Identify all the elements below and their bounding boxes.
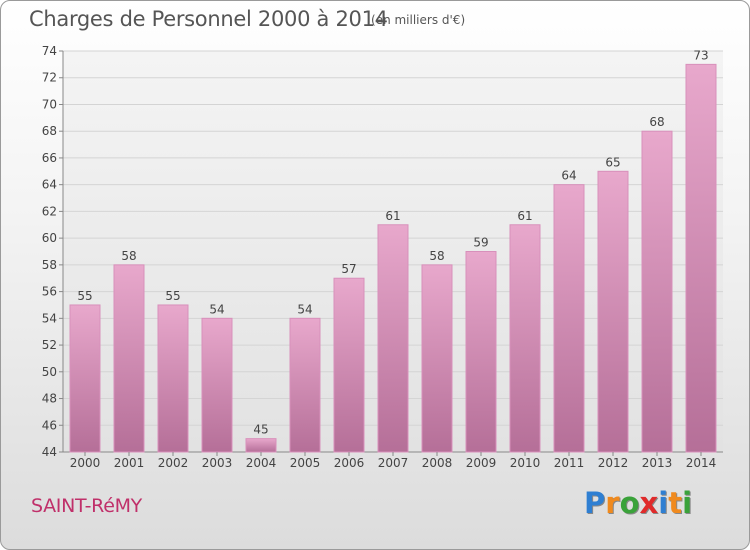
logo-letter: r — [605, 486, 620, 520]
bar — [465, 251, 497, 453]
bar — [245, 438, 277, 453]
logo-letter: i — [682, 486, 693, 520]
x-tick-label: 2002 — [158, 456, 189, 470]
x-tick-label: 2000 — [70, 456, 101, 470]
logo-letter: x — [639, 486, 659, 520]
y-tick-label: 50 — [42, 365, 57, 379]
logo-letter: i — [658, 486, 669, 520]
data-label: 45 — [253, 423, 268, 437]
bar — [289, 317, 321, 453]
data-label: 57 — [341, 262, 356, 276]
bar — [333, 277, 365, 453]
x-tick-label: 2014 — [686, 456, 717, 470]
bar — [553, 184, 585, 453]
y-tick-label: 70 — [42, 97, 57, 111]
place-name: SAINT-RéMY — [31, 495, 142, 517]
x-tick-label: 2006 — [334, 456, 365, 470]
bar — [641, 130, 673, 453]
x-tick-label: 2001 — [114, 456, 145, 470]
y-tick-label: 68 — [42, 124, 57, 138]
bar — [157, 304, 189, 453]
y-tick-label: 74 — [42, 44, 57, 58]
bar — [113, 264, 145, 453]
chart-subtitle: (en milliers d'€) — [371, 13, 466, 27]
bar — [69, 304, 101, 453]
chart-title: Charges de Personnel 2000 à 2014 — [29, 7, 388, 31]
logo-letter: P — [584, 486, 606, 520]
logo-letter: o — [619, 486, 640, 520]
x-tick-label: 2009 — [466, 456, 497, 470]
x-tick-label: 2012 — [598, 456, 629, 470]
x-tick-label: 2008 — [422, 456, 453, 470]
y-tick-label: 56 — [42, 285, 57, 299]
data-label: 58 — [121, 249, 136, 263]
data-label: 54 — [297, 302, 312, 316]
data-label: 58 — [429, 249, 444, 263]
y-tick-label: 72 — [42, 71, 57, 85]
bar — [685, 63, 717, 453]
data-label: 55 — [165, 289, 180, 303]
x-tick-label: 2005 — [290, 456, 321, 470]
data-label: 55 — [77, 289, 92, 303]
y-tick-label: 46 — [42, 418, 57, 432]
logo-letter: t — [668, 486, 683, 520]
y-tick-label: 66 — [42, 151, 57, 165]
proxiti-logo: Proxiti — [584, 486, 692, 520]
y-tick-label: 52 — [42, 338, 57, 352]
data-label: 64 — [561, 169, 576, 183]
bar — [201, 317, 233, 453]
y-tick-label: 54 — [42, 311, 57, 325]
x-tick-label: 2003 — [202, 456, 233, 470]
x-tick-label: 2013 — [642, 456, 673, 470]
y-tick-label: 62 — [42, 204, 57, 218]
bar — [421, 264, 453, 453]
data-label: 68 — [649, 115, 664, 129]
data-label: 61 — [517, 209, 532, 223]
x-tick-label: 2004 — [246, 456, 277, 470]
x-tick-label: 2010 — [510, 456, 541, 470]
bar — [597, 170, 629, 453]
data-label: 65 — [605, 155, 620, 169]
data-label: 54 — [209, 302, 224, 316]
y-tick-label: 58 — [42, 258, 57, 272]
x-tick-label: 2011 — [554, 456, 585, 470]
y-tick-label: 44 — [42, 445, 57, 459]
data-label: 59 — [473, 236, 488, 250]
data-label: 61 — [385, 209, 400, 223]
y-tick-label: 60 — [42, 231, 57, 245]
data-label: 73 — [693, 48, 708, 62]
x-tick-label: 2007 — [378, 456, 409, 470]
bar — [377, 224, 409, 453]
bar — [509, 224, 541, 453]
y-tick-label: 48 — [42, 392, 57, 406]
y-tick-label: 64 — [42, 178, 57, 192]
